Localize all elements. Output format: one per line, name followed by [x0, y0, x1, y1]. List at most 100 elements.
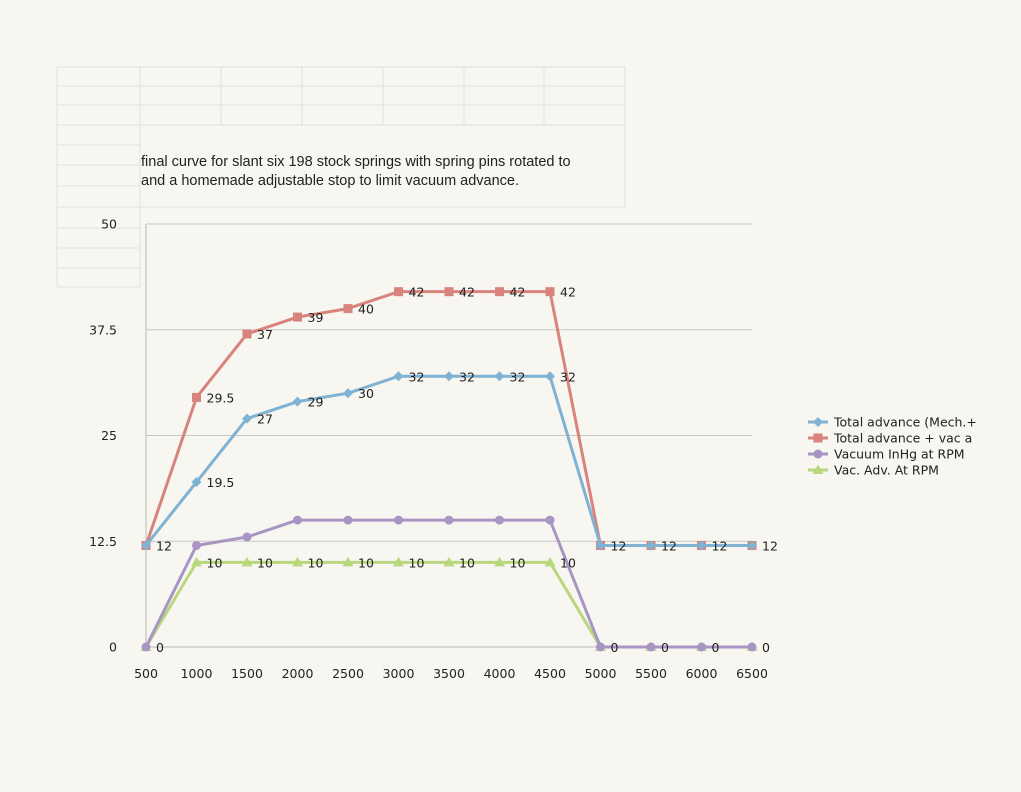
data-point — [242, 413, 252, 424]
legend-item: Total advance + vac a — [808, 431, 972, 446]
chart-title-line-1: final curve for slant six 198 stock spri… — [141, 154, 571, 170]
data-point — [292, 396, 303, 407]
data-label: 32 — [409, 369, 425, 384]
data-label: 42 — [409, 285, 425, 300]
x-tick-label: 3500 — [433, 666, 465, 681]
data-label: 32 — [510, 369, 526, 384]
data-label: 29 — [308, 395, 324, 410]
data-label: 29.5 — [207, 390, 235, 405]
data-point — [494, 556, 505, 567]
x-tick-label: 6500 — [736, 666, 768, 681]
data-point — [596, 642, 605, 652]
data-point — [342, 556, 354, 567]
data-label: 32 — [459, 369, 475, 384]
data-label: 30 — [358, 386, 374, 401]
data-label: 0 — [661, 640, 669, 655]
data-point — [141, 642, 151, 652]
x-axis-ticks: 500 1000 1500 2000 2500 3000 3500 4000 4500 5000 5… — [134, 666, 768, 681]
y-tick-label: 0 — [109, 640, 117, 655]
data-label: 0 — [156, 640, 164, 655]
data-label: 10 — [308, 555, 324, 570]
data-label: 42 — [560, 285, 576, 300]
gridlines — [146, 223, 752, 542]
legend-label: Total advance + vac a — [833, 431, 972, 446]
data-point — [394, 515, 403, 525]
data-point — [696, 540, 707, 551]
y-tick-label: 12.5 — [89, 534, 117, 549]
data-label: 10 — [257, 555, 273, 570]
data-label: 0 — [611, 640, 619, 655]
legend-label: Total advance (Mech.+ — [833, 415, 977, 430]
data-label: 19.5 — [207, 475, 235, 490]
series-line — [144, 560, 752, 649]
data-label: 12 — [661, 538, 677, 553]
data-label: 10 — [459, 555, 475, 570]
data-point — [192, 392, 201, 402]
data-point — [697, 642, 706, 652]
data-point — [495, 287, 504, 297]
data-label: 12 — [762, 538, 778, 553]
series-1 — [141, 287, 757, 550]
data-point — [444, 287, 454, 297]
legend-item: Vac. Adv. At RPM — [808, 463, 939, 478]
data-label: 10 — [358, 555, 374, 570]
data-point — [141, 540, 151, 551]
data-label: 10 — [409, 555, 425, 570]
y-tick-label: 25 — [101, 428, 117, 443]
x-tick-label: 5000 — [585, 666, 617, 681]
data-point — [545, 371, 555, 382]
data-point — [545, 287, 555, 297]
x-tick-label: 4500 — [534, 666, 566, 681]
chart-title: final curve for slant six 198 stock spri… — [141, 154, 571, 189]
data-point — [813, 433, 823, 443]
data-point — [545, 515, 555, 525]
data-label: 12 — [156, 538, 172, 553]
background-sheet-grid — [56, 66, 626, 288]
data-point — [191, 556, 202, 567]
x-tick-label: 1500 — [231, 666, 263, 681]
x-tick-label: 5500 — [635, 666, 667, 681]
legend-label: Vac. Adv. At RPM — [834, 463, 939, 478]
y-tick-label: 50 — [101, 217, 117, 232]
data-point — [646, 540, 656, 551]
legend-items: Total advance (Mech.+Total advance + vac… — [808, 415, 977, 478]
data-label: 40 — [358, 302, 374, 317]
legend-label: Vacuum InHg at RPM — [834, 447, 965, 462]
legend-item: Vacuum InHg at RPM — [808, 447, 965, 462]
data-point — [443, 556, 455, 567]
data-labels: 12 19.5 27 29 30 32 32 32 32 12 12 12 12 29.5 37 39 40 42… — [156, 285, 778, 655]
data-point — [393, 371, 404, 382]
data-label: 0 — [762, 640, 770, 655]
chart-title-line-2: and a homemade adjustable stop to limit … — [141, 173, 519, 189]
x-tick-label: 1000 — [181, 666, 213, 681]
data-label: 10 — [207, 555, 223, 570]
x-tick-label: 2000 — [282, 666, 314, 681]
data-point — [595, 540, 606, 551]
x-tick-label: 4000 — [484, 666, 516, 681]
x-tick-label: 500 — [134, 666, 158, 681]
data-point — [444, 371, 454, 382]
data-point — [747, 642, 757, 652]
data-point — [343, 388, 353, 399]
data-point — [242, 329, 252, 339]
data-point — [241, 556, 253, 567]
x-tick-label: 3000 — [383, 666, 415, 681]
data-point — [393, 556, 404, 567]
x-tick-label: 2500 — [332, 666, 364, 681]
data-point — [293, 515, 302, 525]
series-plot — [140, 287, 758, 652]
y-tick-label: 37.5 — [89, 322, 117, 337]
series-0 — [141, 371, 757, 551]
data-label: 42 — [510, 285, 526, 300]
data-label: 10 — [510, 555, 526, 570]
data-label: 32 — [560, 369, 576, 384]
data-label: 10 — [560, 555, 576, 570]
data-label: 12 — [712, 538, 728, 553]
data-label: 0 — [712, 640, 720, 655]
data-point — [343, 515, 353, 525]
series-3 — [140, 556, 758, 651]
data-label: 27 — [257, 412, 273, 427]
data-point — [495, 515, 504, 525]
data-point — [813, 449, 823, 459]
